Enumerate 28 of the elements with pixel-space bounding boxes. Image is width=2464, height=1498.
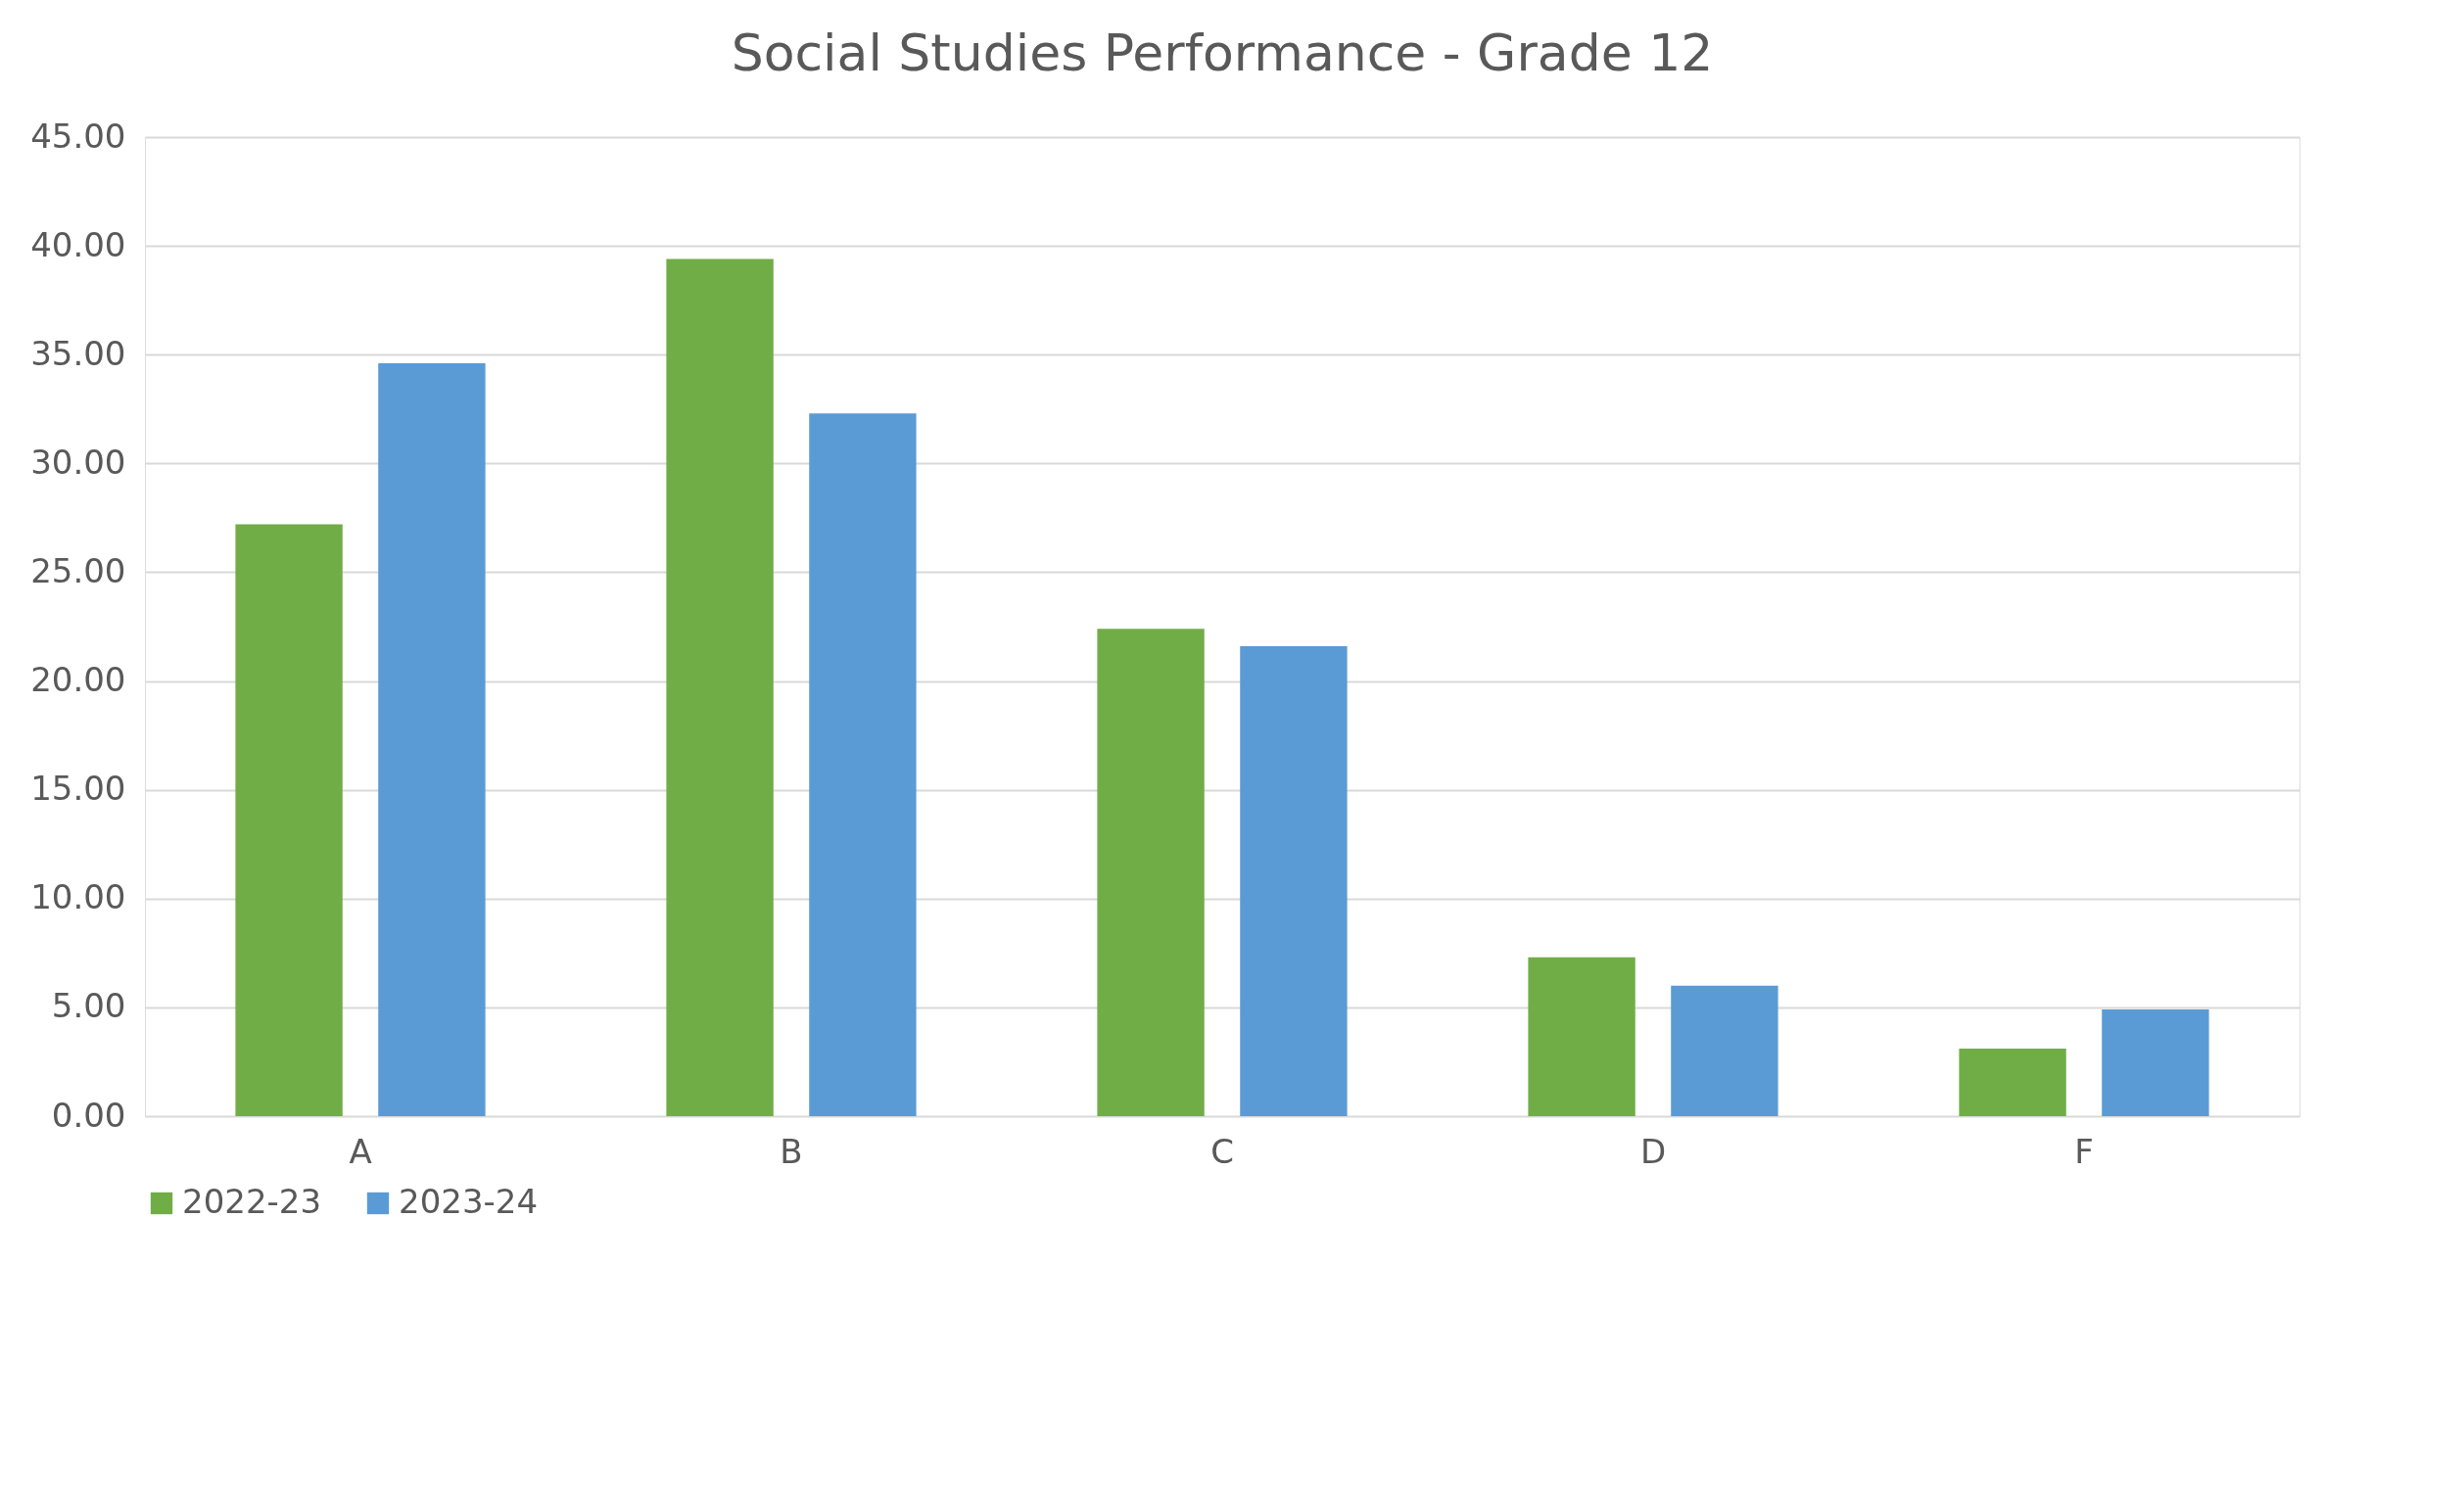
y-tick-label: 0.00: [51, 1095, 126, 1135]
y-tick-label: 10.00: [30, 877, 126, 917]
bar: [1097, 629, 1205, 1116]
legend-label: 2023-24: [399, 1182, 539, 1221]
y-tick-label: 45.00: [30, 116, 126, 156]
bar: [666, 258, 774, 1116]
y-tick-label: 30.00: [30, 442, 126, 482]
chart-title: Social Studies Performance - Grade 12: [731, 23, 1714, 82]
y-tick-label: 35.00: [30, 333, 126, 373]
bar: [2102, 1009, 2209, 1116]
bar: [1671, 985, 1778, 1116]
y-tick-label: 25.00: [30, 550, 126, 590]
y-tick-label: 15.00: [30, 769, 126, 809]
bar: [1528, 957, 1635, 1116]
bar: [378, 363, 486, 1116]
bar: [1959, 1049, 2066, 1116]
x-tick-label: D: [1639, 1131, 1667, 1171]
x-tick-label: C: [1210, 1131, 1234, 1171]
bar: [235, 524, 343, 1116]
bar: [809, 413, 917, 1116]
y-tick-label: 40.00: [30, 224, 126, 264]
bar: [1240, 646, 1348, 1116]
y-tick-label: 5.00: [51, 986, 126, 1026]
x-tick-label: F: [2074, 1131, 2094, 1171]
x-tick-label: A: [349, 1131, 372, 1171]
legend-label: 2022-23: [182, 1182, 322, 1221]
x-tick-label: B: [780, 1131, 803, 1171]
y-tick-label: 20.00: [30, 660, 126, 700]
